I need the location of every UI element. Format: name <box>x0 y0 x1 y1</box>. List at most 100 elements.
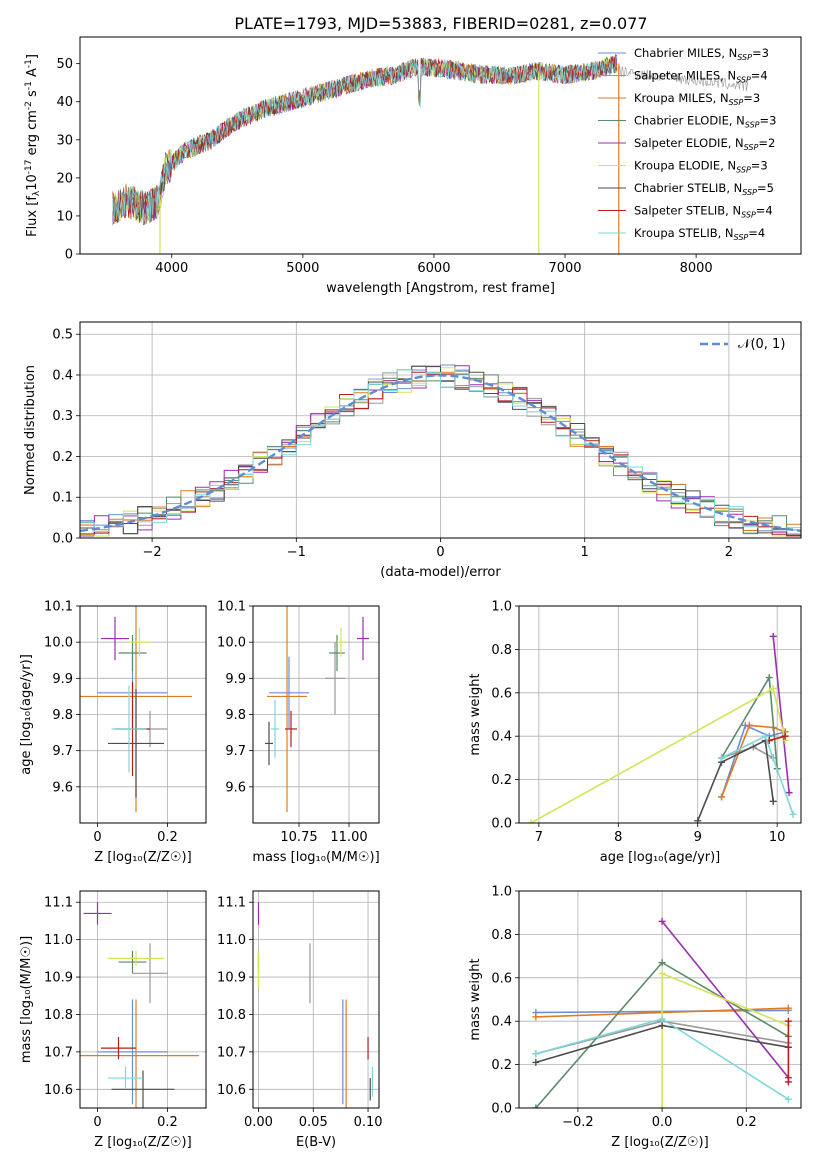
errorbar-point <box>285 710 297 748</box>
xlabel-mass-vs-ebv: E(B-V) <box>296 1135 336 1150</box>
plot-area-age-vs-Z <box>80 606 192 813</box>
weight-series-line <box>532 1015 792 1103</box>
weight-series-line <box>527 684 789 823</box>
ytick-label: 10.1 <box>217 600 246 615</box>
ytick-label: 10.9 <box>217 971 246 986</box>
errorbar-point <box>108 1066 143 1090</box>
axes-frame <box>518 890 802 1109</box>
spectrum-line <box>112 56 618 224</box>
ytick-label: 0.0 <box>52 532 73 547</box>
xtick-label: 10.75 <box>280 830 317 845</box>
legend-entry: Salpeter STELIB, NSSP=4 <box>634 204 773 220</box>
figure-title: PLATE=1793, MJD=53883, FIBERID=0281, z=0… <box>234 14 647 33</box>
xlabel-spectrum: wavelength [Angstrom, rest frame] <box>326 281 555 296</box>
ytick-label: 0.3 <box>52 409 73 424</box>
errorbar-point <box>118 634 147 672</box>
ytick-label: 9.7 <box>52 744 73 759</box>
weight-marker <box>769 797 777 805</box>
axes-frame <box>79 321 802 539</box>
ytick-label: 10.8 <box>217 1008 246 1023</box>
errorbar-point <box>83 902 112 925</box>
spectrum-data-line <box>617 65 749 92</box>
ytick-label: 20 <box>56 171 73 186</box>
xtick-label: 1 <box>581 545 589 560</box>
legend-entry: Salpeter MILES, NSSP=4 <box>634 69 768 85</box>
weight-marker <box>784 1095 792 1103</box>
ylabel-age-vs-Z: age [log₁₀(age/yr)] <box>19 654 34 775</box>
errorbar-point <box>101 1036 136 1060</box>
ytick-label: 0.8 <box>491 643 512 658</box>
ytick-label: 9.7 <box>225 744 246 759</box>
xtick-label: 9 <box>694 830 702 845</box>
panel-mass-vs-ebv: 0.00 0.05 0.10 10.6 10.7 10.8 10.9 11.0 11.1 E(B-… <box>217 890 383 1150</box>
weight-marker <box>532 1104 540 1108</box>
weight-series-line <box>532 959 792 1108</box>
weight-series-line <box>769 632 793 797</box>
weight-marker <box>658 969 666 977</box>
weight-marker <box>532 1013 540 1021</box>
errorbar-point <box>132 943 168 1004</box>
axes-frame <box>252 605 380 824</box>
ytick-label: 9.6 <box>52 780 73 795</box>
legend-entry: Kroupa ELODIE, NSSP=3 <box>634 159 768 175</box>
panel-spectrum: 4000 5000 6000 7000 8000 0 10 20 30 40 50 wavelengt… <box>24 36 802 296</box>
ytick-label: 30 <box>56 133 73 148</box>
weight-marker <box>769 632 777 640</box>
axes-frame <box>79 605 207 824</box>
ytick-label: 11.1 <box>217 896 246 911</box>
weight-marker <box>761 732 769 740</box>
ytick-label: 40 <box>56 95 73 110</box>
ytick-label: 0.8 <box>491 928 512 943</box>
ytick-label: 10.9 <box>44 971 73 986</box>
ytick-label: 10.1 <box>44 600 73 615</box>
grid-weight-vs-age <box>519 605 801 824</box>
errorbar-point <box>80 999 199 1108</box>
weight-marker <box>784 1017 792 1025</box>
errorbar-point <box>101 616 129 661</box>
weight-marker <box>658 1022 666 1030</box>
weight-series-line <box>694 737 777 823</box>
panel-age-vs-mass: 10.75 11.00 9.6 9.7 9.8 9.9 10.0 10.1 mass [log₁… <box>217 600 380 866</box>
ytick-label: 0.4 <box>491 1015 512 1030</box>
plot-area-residuals <box>80 364 801 537</box>
weight-marker <box>527 819 535 823</box>
ytick-label: 10 <box>56 209 73 224</box>
weight-series-line <box>718 732 797 818</box>
legend-entry: Chabrier MILES, NSSP=3 <box>634 46 769 62</box>
errorbar-point <box>265 721 273 766</box>
xlabel-weight-vs-age: age [log₁₀(age/yr)] <box>600 850 721 865</box>
ytick-label: 9.9 <box>52 672 73 687</box>
plot-area-mass-vs-Z <box>80 902 199 1108</box>
xtick-label: 4000 <box>155 261 188 276</box>
ytick-label: 0.6 <box>491 686 512 701</box>
grid-weight-vs-Z <box>519 890 801 1109</box>
xtick-label: 0.10 <box>354 1115 383 1130</box>
weight-series-line <box>718 721 789 801</box>
errorbar-point <box>97 999 168 1105</box>
weight-marker <box>784 1078 792 1086</box>
axes-frame <box>79 36 802 255</box>
ytick-label: 11.0 <box>44 933 73 948</box>
errorbar-point <box>108 689 164 798</box>
errorbar-point <box>271 700 279 758</box>
ytick-label: 50 <box>56 57 73 72</box>
xtick-label: 0.2 <box>157 830 178 845</box>
ytick-label: 1.0 <box>491 600 512 615</box>
weight-marker <box>658 959 666 967</box>
errorbar-point <box>337 627 345 657</box>
ytick-label: 1.0 <box>491 885 512 900</box>
weight-marker <box>784 1004 792 1012</box>
xtick-label: −2 <box>143 545 162 560</box>
errorbar-point <box>269 656 309 729</box>
xtick-label: 0.0 <box>652 1115 673 1130</box>
xtick-label: 0 <box>436 545 444 560</box>
legend-entry: 𝒩(0, 1) <box>738 337 785 352</box>
weight-series-line <box>784 1017 792 1086</box>
errorbar-point <box>325 642 345 715</box>
xtick-label: 8 <box>614 830 622 845</box>
ytick-label: 10.6 <box>44 1083 73 1098</box>
ytick-label: 10.0 <box>44 636 73 651</box>
xtick-label: 0.05 <box>299 1115 328 1130</box>
